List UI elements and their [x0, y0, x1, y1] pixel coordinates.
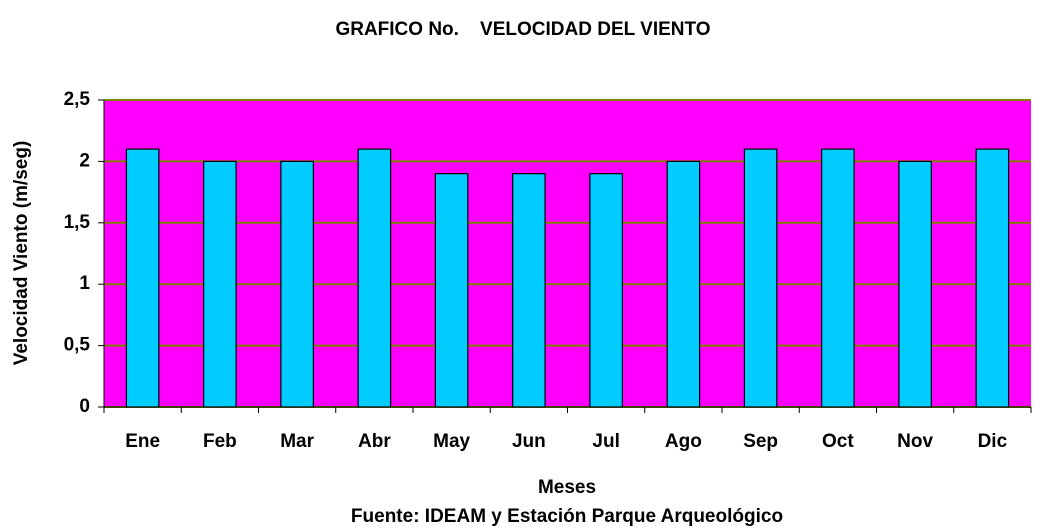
bar: [743, 148, 778, 408]
x-tick-label: Jun: [512, 431, 546, 452]
y-tick-label: 2: [79, 150, 90, 171]
bar: [898, 160, 932, 408]
x-tick-label: Mar: [280, 431, 314, 452]
x-tick-label: Oct: [822, 431, 854, 452]
bar: [434, 173, 469, 408]
bar: [821, 148, 855, 408]
bar: [125, 148, 160, 408]
x-tick-label: Sep: [743, 431, 778, 452]
x-tick-label: Ago: [665, 431, 702, 452]
bar: [589, 173, 623, 408]
bar: [666, 160, 701, 408]
chart-title: GRAFICO No. VELOCIDAD DEL VIENTO: [335, 19, 710, 40]
x-tick-label: Feb: [203, 431, 237, 452]
y-tick-label: 0,5: [64, 335, 91, 356]
x-axis-label: Meses: [538, 477, 596, 498]
x-tick-label: Nov: [897, 431, 933, 452]
bar: [975, 148, 1010, 408]
x-tick-label: Ene: [125, 431, 160, 452]
x-tick-label: Abr: [358, 431, 391, 452]
bar: [357, 148, 392, 408]
source-note: Fuente: IDEAM y Estación Parque Arqueoló…: [351, 506, 783, 527]
y-tick-label: 0: [79, 396, 90, 417]
bar: [280, 160, 314, 408]
x-tick-label: May: [433, 431, 470, 452]
x-tick-label: Dic: [978, 431, 1008, 452]
y-tick-label: 1,5: [64, 212, 91, 233]
x-tick-label: Jul: [592, 431, 619, 452]
y-tick-label: 2,5: [64, 89, 91, 110]
bar: [512, 173, 546, 408]
bar: [203, 160, 237, 408]
plot-area: [104, 100, 1031, 407]
y-axis-label: Velocidad Viento (m/seg): [11, 141, 32, 366]
y-tick-label: 1: [79, 273, 90, 294]
